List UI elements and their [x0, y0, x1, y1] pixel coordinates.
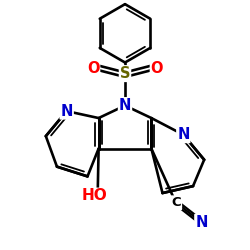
Text: N: N — [177, 127, 190, 142]
Text: N: N — [119, 98, 131, 113]
Text: O: O — [151, 60, 163, 76]
Text: O: O — [87, 60, 99, 76]
Text: C: C — [172, 196, 181, 209]
Text: N: N — [60, 104, 73, 118]
Text: N: N — [195, 215, 207, 230]
Text: HO: HO — [82, 188, 107, 203]
Text: S: S — [120, 66, 130, 81]
